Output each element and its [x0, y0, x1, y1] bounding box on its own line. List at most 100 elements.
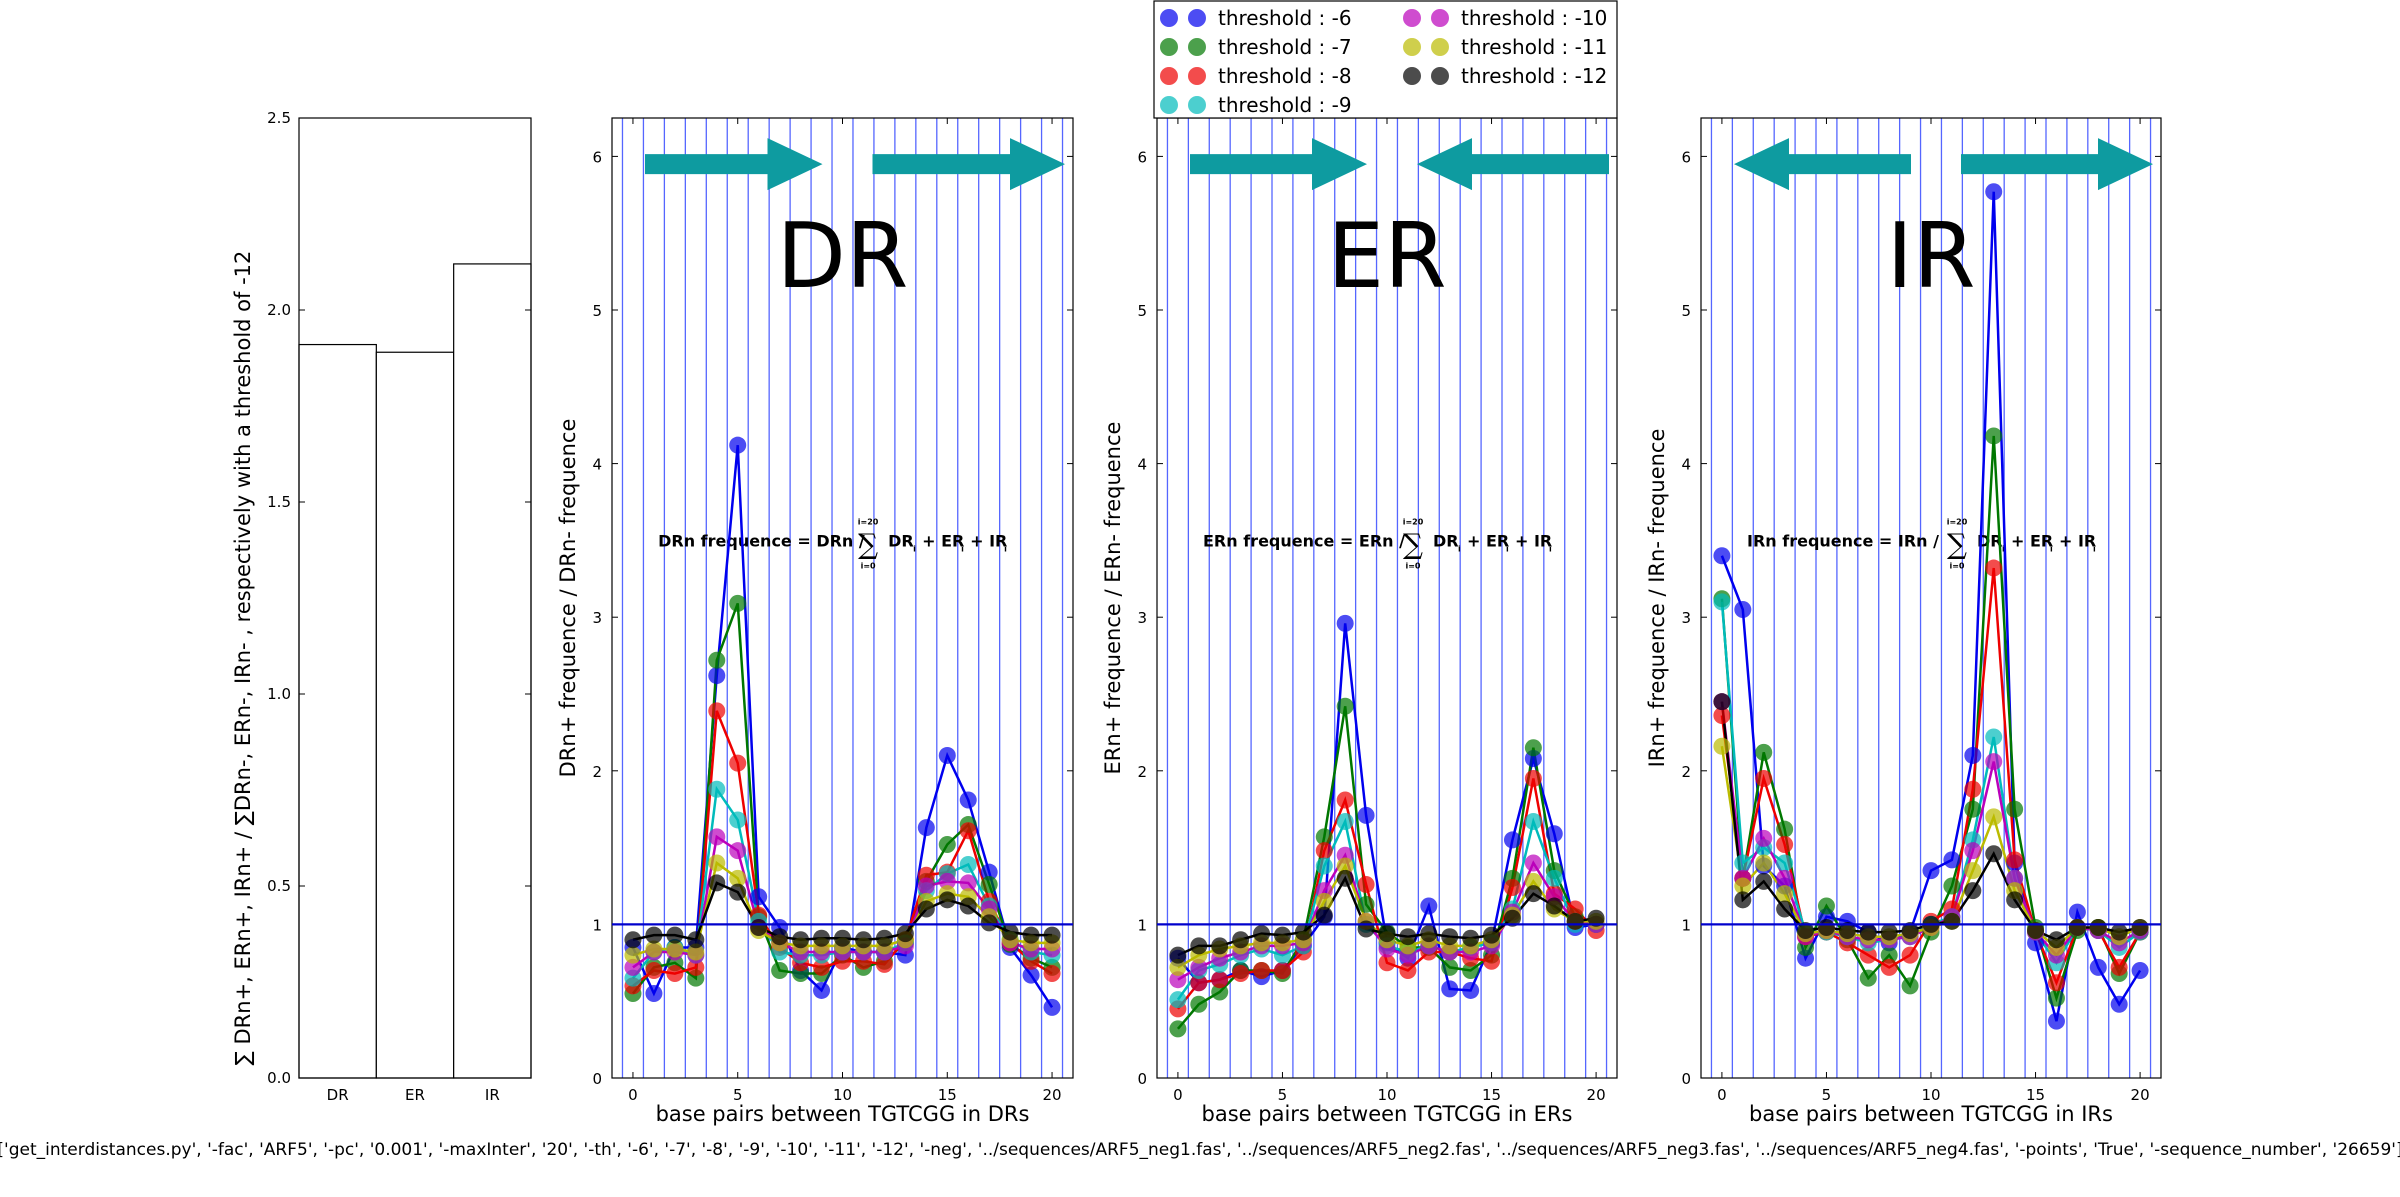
formula-plus-ir: + IR	[970, 531, 1007, 550]
formula-subscript: i	[1549, 544, 1552, 553]
data-point	[1838, 922, 1856, 940]
x-tick-label: 10	[1921, 1086, 1940, 1104]
bar-chart-frame	[298, 117, 532, 1079]
formula-rhs: DR	[1433, 531, 1459, 550]
er-line-panel: 0 5 10 15 20 0 1 2 3 4 5 6 base pairs between TGTCGG…	[1101, 117, 1618, 1126]
formula-sum-sign: ∑	[1403, 527, 1423, 560]
data-point	[1734, 854, 1752, 872]
data-point	[1211, 983, 1229, 1001]
formula-subscript: i	[1458, 544, 1461, 553]
data-point	[1922, 862, 1940, 880]
data-point	[1211, 971, 1229, 989]
formula-sum-sign: ∑	[1947, 527, 1967, 560]
data-point	[1943, 851, 1961, 869]
data-point	[1734, 877, 1752, 895]
formula-subscript: i	[2002, 544, 2005, 553]
data-point	[959, 874, 977, 892]
data-point	[1713, 593, 1731, 611]
data-point	[959, 791, 977, 809]
data-point	[645, 940, 663, 958]
data-point	[938, 891, 956, 909]
data-point	[1755, 743, 1773, 761]
data-point	[1964, 800, 1982, 818]
legend-label: threshold : -8	[1218, 64, 1352, 88]
data-point	[1901, 922, 1919, 940]
data-point	[1755, 854, 1773, 872]
data-point	[896, 925, 914, 943]
x-tick-label: 10	[833, 1086, 852, 1104]
data-point	[1713, 707, 1731, 725]
data-point	[875, 955, 893, 973]
data-point	[1336, 812, 1354, 830]
x-tick-label: 15	[1482, 1086, 1501, 1104]
x-tick-label: 0	[1173, 1086, 1183, 1104]
data-point	[1545, 825, 1563, 843]
x-tick-label: 15	[2026, 1086, 2045, 1104]
data-point	[1964, 842, 1982, 860]
y-tick-label: 4	[592, 456, 602, 474]
data-point	[708, 651, 726, 669]
data-point	[1315, 842, 1333, 860]
data-point	[1859, 923, 1877, 941]
data-point	[1880, 946, 1898, 964]
legend: threshold : -6 threshold : -7 threshold : …	[1153, 0, 1618, 119]
x-tick-label: DR	[327, 1086, 349, 1104]
legend-marker	[1188, 96, 1206, 114]
data-point	[1524, 812, 1542, 830]
x-tick-label: 5	[1278, 1086, 1288, 1104]
formula-plus-er: + ER	[922, 531, 964, 550]
data-point	[2047, 931, 2065, 949]
data-point	[645, 985, 663, 1003]
series-group	[1713, 183, 2149, 1030]
motif-type-title: ER	[1327, 204, 1446, 309]
data-point	[1943, 912, 1961, 930]
legend-label: threshold : -11	[1461, 35, 1607, 59]
data-point	[1901, 977, 1919, 995]
data-point	[980, 863, 998, 881]
data-point	[1566, 900, 1584, 918]
y-tick-label: 2.5	[267, 109, 291, 127]
data-point	[959, 822, 977, 840]
y-tick-label: 0	[592, 1070, 602, 1088]
ir-line-panel: 0 5 10 15 20 0 1 2 3 4 5 6 base pairs between TGTCGG…	[1645, 117, 2162, 1126]
data-point	[1169, 946, 1187, 964]
y-axis-label: IRn+ frequence / IRn- frequence	[1645, 429, 1669, 768]
data-point	[1378, 925, 1396, 943]
data-point	[624, 958, 642, 976]
data-point	[1776, 820, 1794, 838]
data-point	[1483, 952, 1501, 970]
data-point	[1336, 857, 1354, 875]
data-point	[1336, 869, 1354, 887]
data-point	[1336, 791, 1354, 809]
formula-plus-ir: + IR	[2059, 531, 2096, 550]
data-point	[771, 961, 789, 979]
data-point	[1964, 746, 1982, 764]
data-point	[1315, 892, 1333, 910]
x-tick-label: 20	[1042, 1086, 1061, 1104]
direction-arrow-right	[645, 138, 823, 191]
data-point	[2027, 922, 2045, 940]
data-point	[1232, 931, 1250, 949]
formula-annotation: DRn frequence = DRn /i=20∑i=0DR i + ERi + I…	[658, 517, 1007, 570]
y-tick-label: 2.0	[267, 301, 291, 319]
formula-sum-bottom: i=0	[861, 561, 876, 570]
legend-box	[1153, 0, 1618, 119]
formula-sum-bottom: i=0	[1949, 561, 1964, 570]
legend-marker	[1431, 38, 1449, 56]
data-point	[1315, 906, 1333, 924]
data-point	[1817, 897, 1835, 915]
data-point	[1169, 958, 1187, 976]
x-tick-label: 5	[733, 1086, 743, 1104]
y-tick-label: 6	[1681, 148, 1691, 166]
formula-subscript: i	[1506, 544, 1509, 553]
x-axis-label: base pairs between TGTCGG in IRs	[1749, 1102, 2113, 1126]
data-point	[687, 931, 705, 949]
data-point	[1755, 769, 1773, 787]
direction-arrow-left	[1417, 138, 1609, 191]
data-point	[1545, 897, 1563, 915]
bar	[453, 263, 532, 1079]
y-tick-label: 4	[1137, 456, 1147, 474]
bar-chart-bars	[298, 263, 532, 1079]
formula-sum-top: i=20	[1947, 517, 1968, 526]
data-point	[1985, 559, 2003, 577]
